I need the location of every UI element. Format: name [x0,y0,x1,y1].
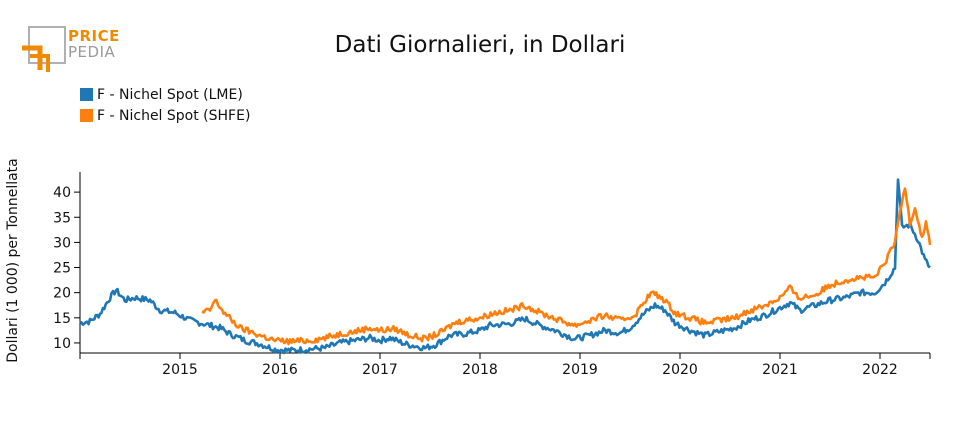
x-tick-label: 2022 [862,362,898,378]
y-tick-label: 10 [53,336,71,352]
y-tick-label: 25 [53,261,71,277]
series-line-lme [79,178,931,355]
x-tick-label: 2018 [462,362,498,378]
legend-item-lme[interactable]: F - Nichel Spot (LME) [80,84,250,105]
logo-text-pedia: PEDIA [68,43,116,61]
axes: 10 15 20 25 30 35 40 2015 2016 2017 2018 2019 2020 20… [5,158,931,378]
legend-label-lme: F - Nichel Spot (LME) [97,86,243,103]
pricepedia-logo [22,26,66,72]
y-tick-label: 40 [53,185,71,201]
chart-title: Dati Giornalieri, in Dollari [334,32,626,58]
legend: F - Nichel Spot (LME) F - Nichel Spot (S… [80,84,250,126]
x-tick-label: 2019 [562,362,598,378]
y-tick-label: 20 [53,286,71,302]
y-axis-label: Dollari (1 000) per Tonnellata [5,158,21,362]
x-tick-label: 2015 [162,362,198,378]
y-tick-label: 35 [53,210,71,226]
series-lines [79,178,932,355]
y-tick-label: 15 [53,311,71,327]
legend-swatch-lme [80,88,93,101]
logo-text-price: PRICE [68,27,120,45]
legend-swatch-shfe [80,109,93,122]
x-tick-label: 2020 [662,362,698,378]
legend-label-shfe: F - Nichel Spot (SHFE) [97,107,251,124]
y-tick-label: 30 [53,235,71,251]
series-line-shfe [201,187,932,346]
legend-item-shfe[interactable]: F - Nichel Spot (SHFE) [80,105,250,126]
x-tick-label: 2017 [362,362,398,378]
x-tick-label: 2016 [262,362,298,378]
x-tick-label: 2021 [762,362,798,378]
